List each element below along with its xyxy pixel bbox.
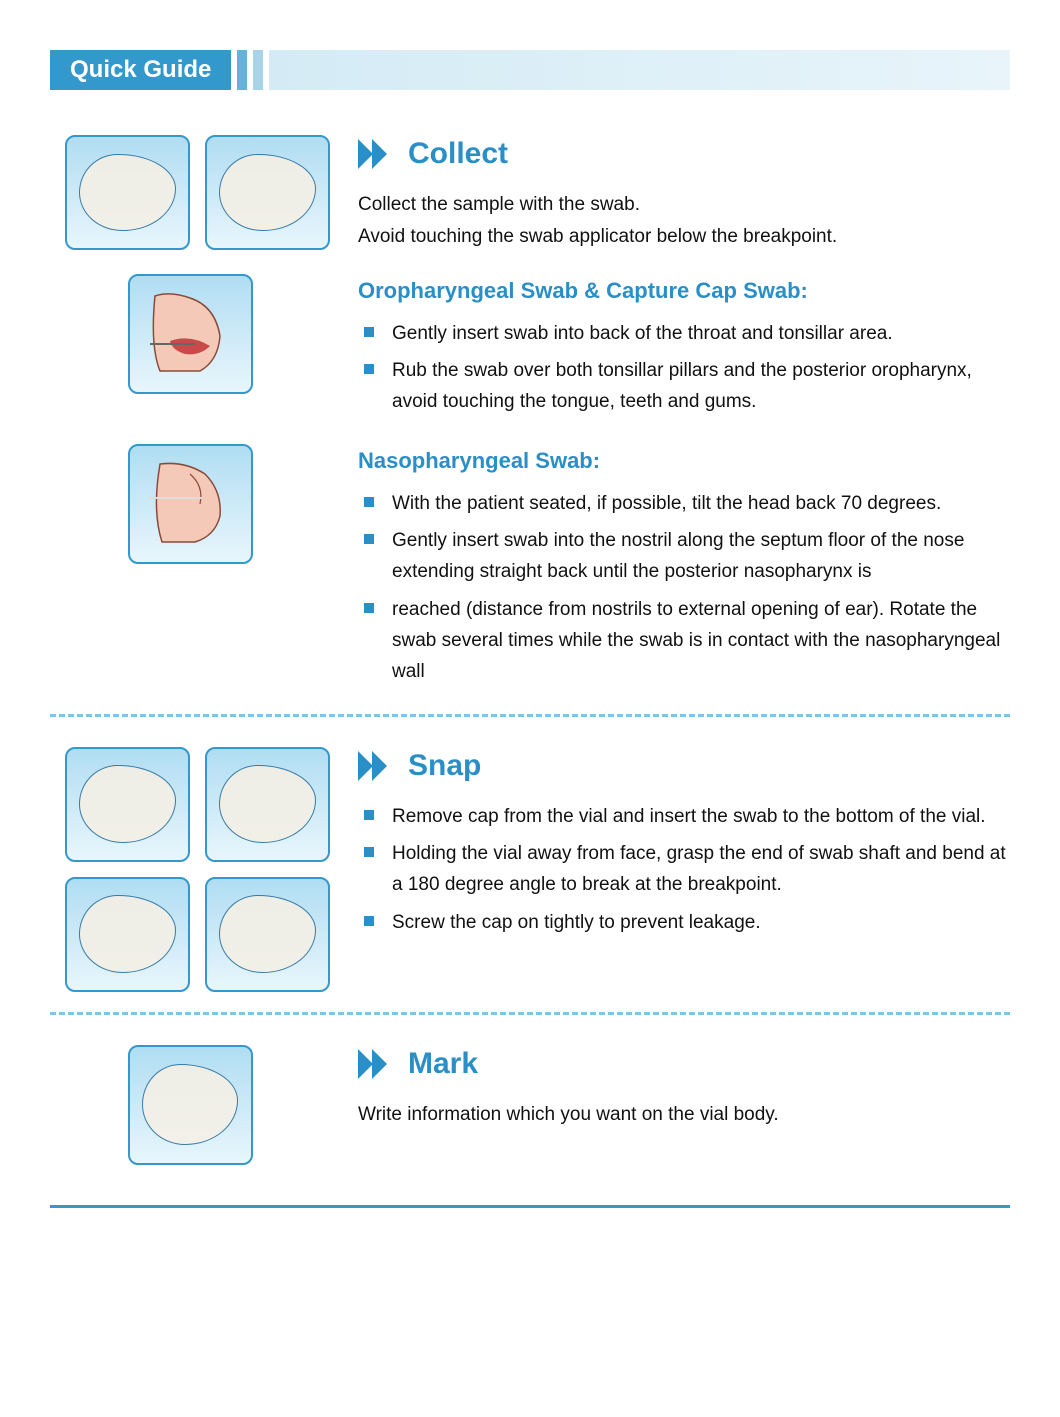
snap-bullet-2: Holding the vial away from face, grasp t… <box>358 838 1010 901</box>
image-nasal-diagram <box>128 444 253 564</box>
header-fade <box>269 50 1010 90</box>
image-bend-swab-shaft <box>205 747 330 862</box>
snap-heading: Snap <box>358 749 1010 783</box>
header-bar: Quick Guide <box>50 50 1010 90</box>
image-remove-cap-insert-swab <box>65 747 190 862</box>
collect-title: Collect <box>408 137 508 171</box>
double-chevron-right-icon <box>358 751 392 781</box>
mark-text: Mark Write information which you want on… <box>358 1045 1010 1165</box>
collect-heading: Collect <box>358 137 1010 171</box>
image-throat-diagram <box>128 274 253 394</box>
image-screw-cap <box>205 877 330 992</box>
collect-body-line-2: Avoid touching the swab applicator below… <box>358 221 1010 253</box>
snap-bullet-1: Remove cap from the vial and insert the … <box>358 801 1010 832</box>
mark-body: Write information which you want on the … <box>358 1099 1010 1131</box>
subsection-nasopharyngeal: Nasopharyngeal Swab: With the patient se… <box>50 444 1010 694</box>
header-accent-2 <box>253 50 263 90</box>
collect-text: Collect Collect the sample with the swab… <box>358 135 1010 254</box>
collect-images <box>50 135 330 254</box>
section-collect: Collect Collect the sample with the swab… <box>50 135 1010 254</box>
naso-image-col <box>50 444 330 694</box>
snap-images <box>50 747 330 992</box>
collect-body-line-1: Collect the sample with the swab. <box>358 189 1010 221</box>
footer-line <box>50 1205 1010 1208</box>
naso-title: Nasopharyngeal Swab: <box>358 448 1010 474</box>
section-snap: Snap Remove cap from the vial and insert… <box>50 747 1010 992</box>
page-title: Quick Guide <box>50 50 231 90</box>
naso-bullet-2: Gently insert swab into the nostril alon… <box>358 525 1010 588</box>
oro-bullet-2: Rub the swab over both tonsillar pillars… <box>358 355 1010 418</box>
mark-heading: Mark <box>358 1047 1010 1081</box>
divider-2 <box>50 1012 1010 1015</box>
image-break-swab <box>65 877 190 992</box>
divider-1 <box>50 714 1010 717</box>
image-open-swab-package <box>65 135 190 250</box>
naso-bullets: With the patient seated, if possible, ti… <box>358 488 1010 688</box>
snap-title: Snap <box>408 749 481 783</box>
double-chevron-right-icon <box>358 139 392 169</box>
double-chevron-right-icon <box>358 1049 392 1079</box>
subsection-oropharyngeal: Oropharyngeal Swab & Capture Cap Swab: G… <box>50 274 1010 424</box>
mark-title: Mark <box>408 1047 478 1081</box>
snap-bullet-3: Screw the cap on tightly to prevent leak… <box>358 907 1010 938</box>
image-write-on-vial <box>128 1045 253 1165</box>
naso-bullet-1: With the patient seated, if possible, ti… <box>358 488 1010 519</box>
oro-title: Oropharyngeal Swab & Capture Cap Swab: <box>358 278 1010 304</box>
header-accent-1 <box>237 50 247 90</box>
naso-text: Nasopharyngeal Swab: With the patient se… <box>358 446 1010 694</box>
section-mark: Mark Write information which you want on… <box>50 1045 1010 1165</box>
oro-text: Oropharyngeal Swab & Capture Cap Swab: G… <box>358 276 1010 424</box>
oro-image-col <box>50 274 330 424</box>
snap-text: Snap Remove cap from the vial and insert… <box>358 747 1010 992</box>
naso-bullet-3: reached (distance from nostrils to exter… <box>358 594 1010 688</box>
snap-bullets: Remove cap from the vial and insert the … <box>358 801 1010 938</box>
oro-bullets: Gently insert swab into back of the thro… <box>358 318 1010 418</box>
image-hold-swab-with-tube <box>205 135 330 250</box>
mark-image-col <box>50 1045 330 1165</box>
oro-bullet-1: Gently insert swab into back of the thro… <box>358 318 1010 349</box>
